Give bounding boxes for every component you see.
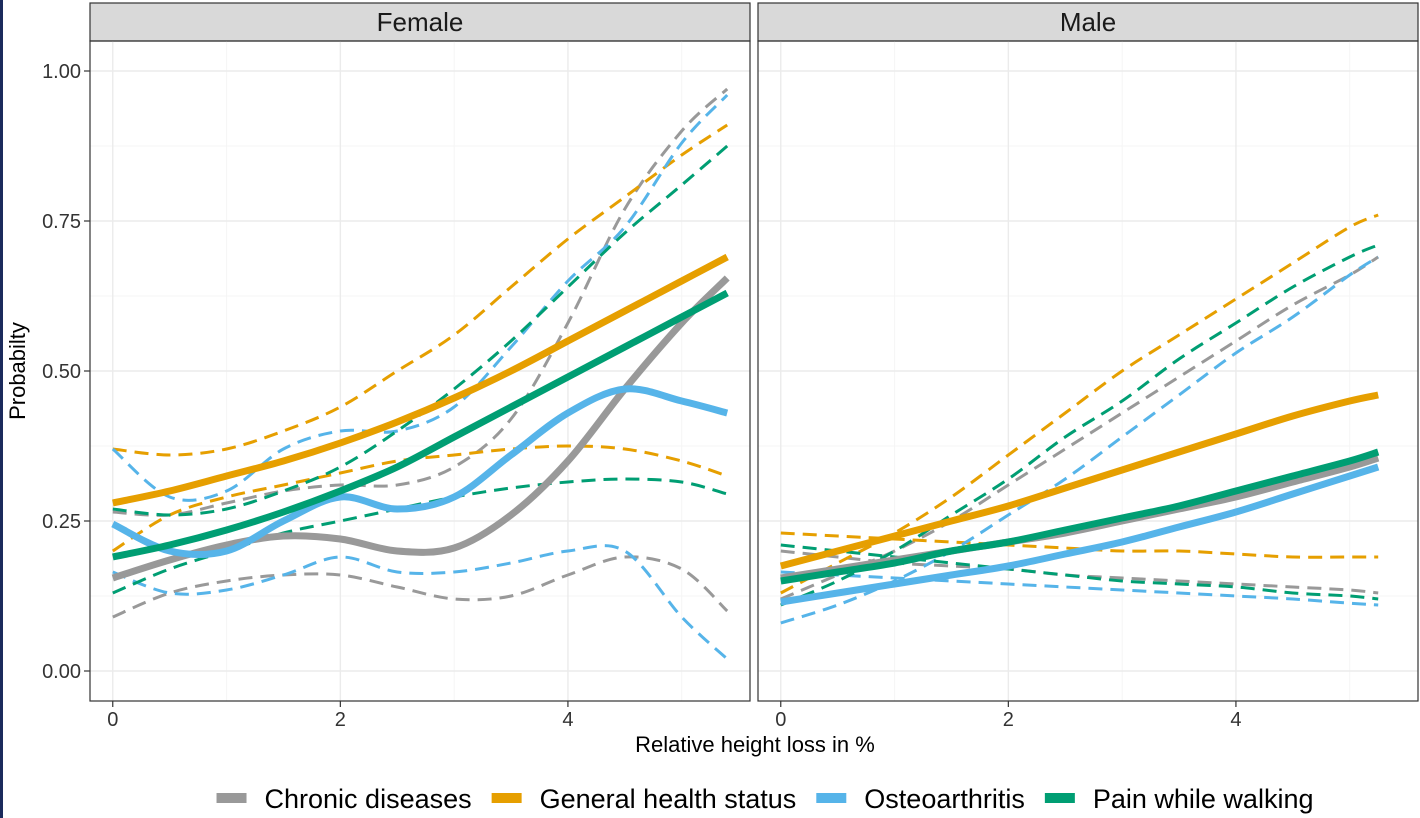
- series-line-general-health-status-estimate-male: [779, 391, 1379, 570]
- x-tick-label-female: 2: [335, 709, 346, 731]
- y-tick-label: 0.50: [42, 361, 81, 383]
- legend: Chronic diseases General health status Ost…: [216, 784, 1314, 814]
- series-line-pain-while-walking-lower-male: [780, 543, 1379, 601]
- x-tick-label-male: 4: [1230, 709, 1241, 731]
- y-axis-female: 0.00 0.25 0.50 0.75 1.00: [42, 61, 90, 683]
- facet-male: Male: [757, 2, 1419, 702]
- series-line-pain-while-walking-estimate-male: [780, 448, 1380, 585]
- series-line-chronic-diseases-lower-female: [112, 555, 729, 619]
- legend-label-general-health-status: General health status: [540, 784, 797, 814]
- series-line-general-health-status-lower-female: [111, 444, 728, 553]
- x-tick-label-male: 0: [775, 709, 786, 731]
- x-tick-label-female: 4: [562, 709, 573, 731]
- series-line-pain-while-walking-upper-male: [780, 243, 1379, 607]
- y-axis-title: Probabilty: [5, 322, 30, 420]
- series-line-general-health-status-upper-female: [112, 123, 729, 457]
- series-line-chronic-diseases-upper-male: [780, 255, 1380, 601]
- series-line-general-health-status-estimate-female: [112, 253, 729, 507]
- series-male: [779, 213, 1380, 625]
- x-axes: 0 2 4 0 2 4: [107, 701, 1241, 731]
- series-line-osteoarthritis-lower-female: [112, 544, 729, 661]
- legend-label-chronic-diseases: Chronic diseases: [265, 784, 472, 814]
- series-female: [111, 87, 730, 661]
- facet-label-male: Male: [1060, 7, 1116, 37]
- facet-female: Female: [89, 2, 751, 702]
- x-tick-label-male: 2: [1003, 709, 1014, 731]
- facet-label-female: Female: [377, 7, 464, 37]
- series-line-osteoarthritis-upper-female: [111, 93, 729, 502]
- panel-border-male: [757, 40, 1419, 702]
- y-tick-label: 0.75: [42, 211, 81, 233]
- series-line-chronic-diseases-estimate-female: [111, 275, 730, 582]
- series-line-osteoarthritis-lower-male: [780, 570, 1379, 607]
- series-line-pain-while-walking-estimate-female: [112, 289, 729, 561]
- y-tick-label: 0.00: [42, 661, 81, 683]
- series-line-chronic-diseases-upper-female: [112, 87, 729, 517]
- grid-female: [90, 41, 750, 701]
- y-tick-label: 0.25: [42, 511, 81, 533]
- legend-label-osteoarthritis: Osteoarthritis: [864, 784, 1025, 814]
- legend-label-pain-while-walking: Pain while walking: [1093, 784, 1314, 814]
- x-tick-label-female: 0: [107, 709, 118, 731]
- series-line-osteoarthritis-estimate-female: [111, 385, 729, 559]
- grid-male: [758, 41, 1418, 701]
- left-edge-strip: [0, 0, 3, 818]
- series-line-pain-while-walking-upper-female: [112, 144, 729, 517]
- y-tick-label: 1.00: [42, 61, 81, 83]
- x-axis-title: Relative height loss in %: [635, 732, 875, 757]
- series-line-osteoarthritis-estimate-male: [780, 463, 1380, 606]
